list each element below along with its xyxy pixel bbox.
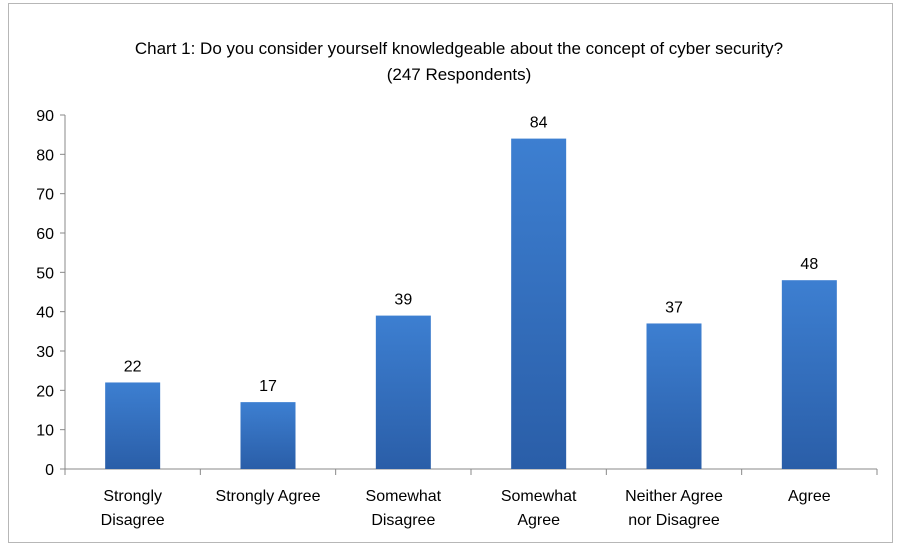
x-axis-labels: Strongly Disagree Strongly Agree Somewhat Di… [101,488,831,529]
y-axis-ticks: 0 10 20 30 40 50 60 70 80 90 [36,108,65,479]
x-category-label: Strongly Agree [216,488,321,505]
chart-title: Chart 1: Do you consider yourself knowle… [134,39,784,84]
x-category-label: Strongly Disagree [101,488,165,529]
x-axis-ticks [64,469,878,475]
bar [781,280,837,469]
bar-value-label: 39 [394,292,412,309]
y-tick-label: 0 [45,462,54,479]
bar [511,138,567,469]
x-category-label: Somewhat Agree [501,488,577,529]
bar [105,382,161,469]
x-category-label: Agree [788,488,831,505]
y-tick-label: 90 [36,108,54,125]
x-category-label: Somewhat Disagree [366,488,442,529]
y-tick-label: 10 [36,423,54,440]
y-tick-label: 20 [36,383,54,400]
bar-value-label: 22 [124,358,142,375]
bar-value-label: 37 [665,299,683,316]
bar [240,402,296,469]
data-labels: 22 17 39 84 37 48 [124,115,819,396]
y-tick-label: 30 [36,344,54,361]
bar [375,315,431,469]
bar [646,323,702,469]
x-category-label: Neither Agree nor Disagree [625,488,723,529]
y-tick-label: 50 [36,265,54,282]
y-tick-label: 80 [36,147,54,164]
y-tick-label: 40 [36,305,54,322]
bar-value-label: 84 [530,115,548,132]
bar-value-label: 17 [259,378,277,395]
bar-value-label: 48 [800,256,818,273]
y-tick-label: 70 [36,187,54,204]
y-tick-label: 60 [36,226,54,243]
bar-series [105,138,837,469]
